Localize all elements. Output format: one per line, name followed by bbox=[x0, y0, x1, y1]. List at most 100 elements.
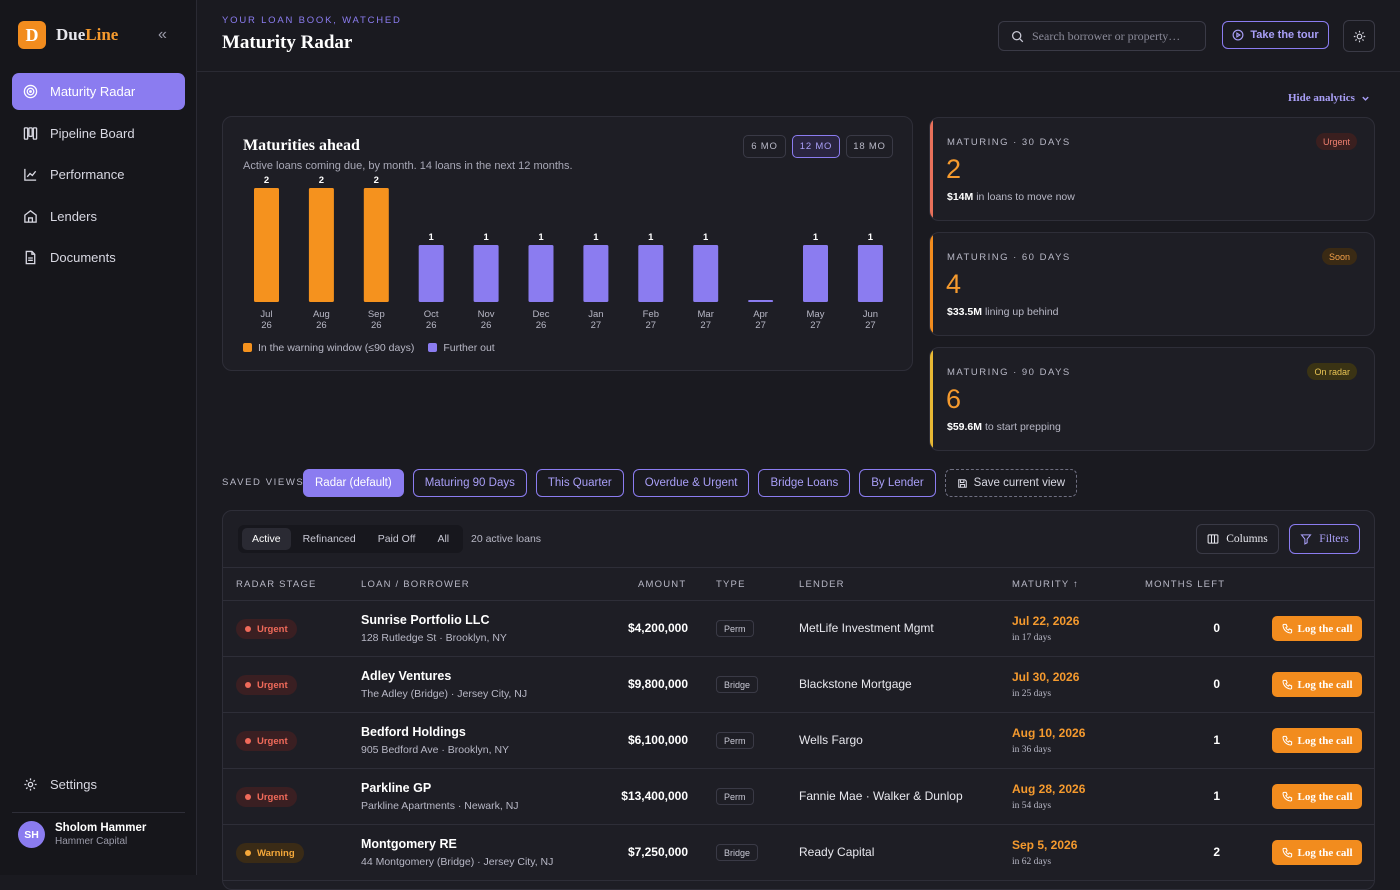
view-by-lender[interactable]: By Lender bbox=[859, 469, 936, 497]
search-box[interactable] bbox=[998, 21, 1206, 51]
loan-type-badge: Perm bbox=[716, 620, 754, 637]
borrower-name[interactable]: Bedford Holdings bbox=[361, 725, 466, 739]
log-call-button[interactable]: Log the call bbox=[1272, 616, 1362, 641]
log-call-button[interactable]: Log the call bbox=[1272, 672, 1362, 697]
property-address: 905 Bedford Ave · Brooklyn, NY bbox=[361, 744, 510, 756]
chart-bar[interactable] bbox=[638, 245, 664, 302]
stat-card-60-days: MATURING · 60 DAYS 4 $33.5M lining up be… bbox=[929, 232, 1375, 336]
chart-bar[interactable] bbox=[363, 188, 389, 302]
loan-amount: $13,400,000 bbox=[621, 789, 688, 803]
sidebar-item-documents[interactable]: Documents bbox=[12, 239, 185, 276]
user-profile[interactable]: SH Sholom Hammer Hammer Capital bbox=[18, 821, 146, 848]
columns-button[interactable]: Columns bbox=[1196, 524, 1279, 554]
sidebar-item-lenders[interactable]: Lenders bbox=[12, 198, 185, 235]
maturity-date: Aug 28, 2026 bbox=[1012, 782, 1086, 796]
board-icon bbox=[23, 126, 38, 140]
x-tick-label: 27 bbox=[591, 320, 602, 331]
log-call-button[interactable]: Log the call bbox=[1272, 728, 1362, 753]
borrower-name[interactable]: Parkline GP bbox=[361, 781, 432, 795]
view-this-quarter[interactable]: This Quarter bbox=[535, 469, 624, 497]
chart-bar[interactable] bbox=[418, 245, 444, 302]
log-call-button[interactable]: Log the call bbox=[1272, 784, 1362, 809]
save-view-label: Save current view bbox=[973, 477, 1066, 489]
x-tick-label: Apr bbox=[753, 309, 768, 320]
chart-bar[interactable] bbox=[693, 245, 719, 302]
loan-type-badge: Perm bbox=[716, 788, 754, 805]
table-row[interactable]: Urgent Adley Ventures The Adley (Bridge) ·… bbox=[223, 657, 1374, 713]
search-input[interactable] bbox=[1032, 28, 1192, 44]
borrower-name[interactable]: Montgomery RE bbox=[361, 837, 457, 851]
chart-bar[interactable] bbox=[748, 300, 774, 302]
sidebar-item-maturity-radar[interactable]: Maturity Radar bbox=[12, 73, 185, 110]
maturity-date: Jul 30, 2026 bbox=[1012, 670, 1080, 684]
loan-amount: $6,100,000 bbox=[627, 733, 688, 747]
header-months-left[interactable]: MONTHS LEFT bbox=[1145, 579, 1226, 590]
table-row[interactable]: Urgent Bedford Holdings 905 Bedford Ave · … bbox=[223, 713, 1374, 769]
header-maturity[interactable]: MATURITY ↑ bbox=[1012, 579, 1080, 590]
header-radar-stage[interactable]: RADAR STAGE bbox=[236, 579, 317, 590]
borrower-name[interactable]: Adley Ventures bbox=[361, 669, 452, 683]
sidebar-item-settings[interactable]: Settings bbox=[12, 766, 185, 803]
save-view-button[interactable]: Save current view bbox=[944, 469, 1078, 497]
header-type[interactable]: TYPE bbox=[716, 579, 746, 590]
play-circle-icon bbox=[1232, 29, 1244, 41]
stat-description: $59.6M to start prepping bbox=[947, 421, 1061, 433]
brand[interactable]: D DueLine bbox=[18, 21, 118, 49]
chart-bar[interactable] bbox=[528, 245, 554, 302]
chart-bar[interactable] bbox=[473, 245, 499, 302]
maturity-countdown: in 36 days bbox=[1012, 745, 1052, 755]
sidebar-item-label: Maturity Radar bbox=[50, 84, 136, 99]
status-dot bbox=[245, 738, 251, 744]
chart-bar[interactable] bbox=[254, 188, 279, 302]
phone-icon bbox=[1282, 623, 1292, 634]
log-call-button[interactable]: Log the call bbox=[1272, 840, 1362, 865]
tab-paid-off[interactable]: Paid Off bbox=[377, 533, 416, 545]
table-row[interactable]: Urgent Parkline GP Parkline Apartments · N… bbox=[223, 769, 1374, 825]
bar-value-label: 1 bbox=[868, 232, 874, 243]
hide-analytics-toggle[interactable]: Hide analytics bbox=[1288, 92, 1370, 104]
sun-icon bbox=[1353, 30, 1365, 42]
chart-bar[interactable] bbox=[857, 245, 883, 302]
filters-button[interactable]: Filters bbox=[1289, 524, 1360, 554]
divider bbox=[12, 812, 185, 813]
view-radar-default[interactable]: Radar (default) bbox=[303, 469, 404, 497]
x-tick-label: 27 bbox=[700, 320, 711, 331]
chart-bar[interactable] bbox=[308, 188, 334, 302]
tab-active[interactable]: Active bbox=[242, 528, 291, 550]
header-lender[interactable]: LENDER bbox=[799, 579, 845, 590]
x-tick-label: 26 bbox=[481, 320, 492, 331]
range-6mo-button[interactable]: 6 MO bbox=[743, 135, 786, 158]
phone-icon bbox=[1282, 679, 1292, 690]
status-dot bbox=[245, 626, 251, 632]
saved-views-label: SAVED VIEWS bbox=[222, 477, 305, 488]
sidebar: D DueLine « Maturity Radar Pipeline Boar… bbox=[0, 0, 197, 875]
chart-bar[interactable] bbox=[803, 245, 828, 302]
header-amount[interactable]: AMOUNT bbox=[638, 579, 687, 590]
sidebar-item-label: Settings bbox=[50, 777, 97, 792]
take-tour-button[interactable]: Take the tour bbox=[1222, 21, 1329, 49]
x-tick-label: Nov bbox=[478, 309, 495, 320]
radar-icon bbox=[23, 84, 38, 99]
stage-badge: Urgent bbox=[236, 787, 297, 807]
range-18mo-button[interactable]: 18 MO bbox=[846, 135, 893, 158]
theme-toggle-button[interactable] bbox=[1343, 20, 1375, 52]
table-row[interactable]: Warning Montgomery RE 44 Montgomery (Bridg… bbox=[223, 825, 1374, 881]
tab-refinanced[interactable]: Refinanced bbox=[302, 533, 356, 545]
maturity-countdown: in 62 days bbox=[1012, 857, 1052, 867]
view-bridge-loans[interactable]: Bridge Loans bbox=[758, 469, 851, 497]
hide-analytics-label: Hide analytics bbox=[1288, 92, 1355, 104]
range-12mo-button[interactable]: 12 MO bbox=[792, 135, 840, 158]
view-maturing-90-days[interactable]: Maturing 90 Days bbox=[412, 469, 527, 497]
tab-all[interactable]: All bbox=[437, 533, 450, 545]
table-row[interactable]: Urgent Sunrise Portfolio LLC 128 Rutledge … bbox=[223, 601, 1374, 657]
sidebar-item-pipeline-board[interactable]: Pipeline Board bbox=[12, 115, 185, 152]
x-tick-label: Oct bbox=[424, 309, 439, 320]
header-loan-borrower[interactable]: LOAN / BORROWER bbox=[361, 579, 470, 590]
collapse-sidebar-icon[interactable]: « bbox=[158, 26, 167, 43]
take-tour-label: Take the tour bbox=[1250, 29, 1319, 41]
chart-bar[interactable] bbox=[583, 245, 609, 302]
borrower-name[interactable]: Sunrise Portfolio LLC bbox=[361, 613, 490, 627]
x-tick-label: 26 bbox=[371, 320, 382, 331]
view-overdue-urgent[interactable]: Overdue & Urgent bbox=[632, 469, 750, 497]
sidebar-item-performance[interactable]: Performance bbox=[12, 156, 185, 193]
